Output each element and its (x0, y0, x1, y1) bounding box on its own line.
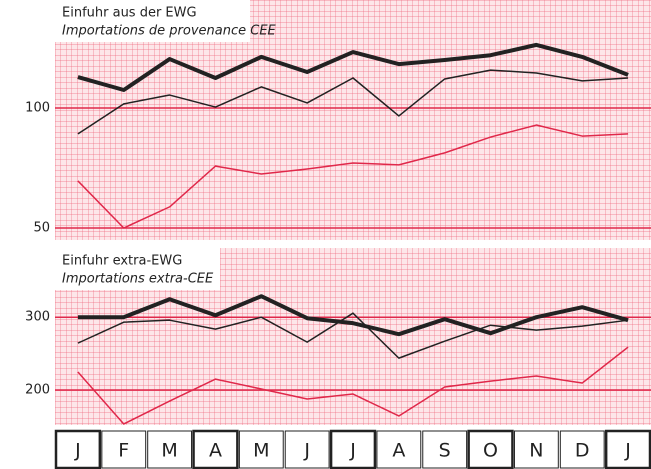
month-box (329, 429, 377, 469)
chart-title: Einfuhr extra-EWG (62, 254, 182, 269)
month-box (604, 429, 651, 469)
y-tick-label: 300 (25, 310, 50, 325)
month-box (467, 429, 514, 469)
month-box (376, 430, 422, 469)
x-tick-label: J (624, 440, 631, 462)
month-box (147, 430, 193, 469)
month-box (238, 430, 284, 469)
y-tick-label: 50 (33, 221, 50, 236)
month-box (54, 429, 102, 469)
chart-subtitle: Importations extra-CEE (62, 272, 214, 287)
data-line (77, 346, 629, 425)
x-tick-label: A (392, 440, 405, 462)
title-box (55, 0, 250, 42)
x-tick-label: N (529, 440, 543, 462)
data-line (77, 294, 629, 337)
x-tick-label: F (118, 440, 129, 462)
data-line (77, 69, 629, 135)
month-box (101, 430, 147, 469)
month-box (284, 430, 330, 469)
x-tick-label: A (209, 440, 222, 462)
x-tick-label: M (161, 440, 177, 462)
data-line (77, 312, 629, 359)
x-tick-label: D (575, 440, 590, 462)
x-tick-label: J (303, 440, 310, 462)
x-tick-label: S (439, 440, 451, 462)
data-line (77, 42, 629, 92)
chart-title: Einfuhr aus der EWG (62, 6, 197, 21)
x-tick-label: J (349, 440, 356, 462)
data-line (77, 124, 629, 229)
y-tick-label: 200 (25, 383, 50, 398)
month-box (192, 429, 239, 469)
title-box (55, 248, 220, 290)
chart-subtitle: Importations de provenance CEE (62, 24, 277, 39)
month-box (422, 430, 468, 469)
x-tick-label: O (483, 440, 498, 462)
x-tick-label: J (74, 440, 81, 462)
month-box (513, 430, 559, 469)
x-tick-label: M (253, 440, 269, 462)
month-box (559, 430, 605, 469)
y-tick-label: 100 (25, 101, 50, 116)
